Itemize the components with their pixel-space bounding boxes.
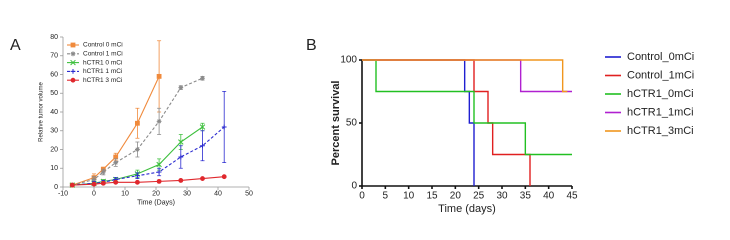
marker [69, 182, 75, 188]
y-tick-label: 20 [50, 146, 58, 153]
marker [70, 77, 76, 83]
marker [113, 179, 119, 185]
marker [113, 160, 119, 166]
y-tick-label: 60 [50, 71, 58, 78]
y-tick-label: 30 [50, 128, 58, 135]
marker [178, 139, 184, 145]
x-tick-label: 20 [152, 190, 160, 197]
x-axis-label: Time (days) [438, 203, 496, 215]
legend-label: hCTR1_0mCi [627, 88, 694, 100]
survival-curve [362, 59, 572, 156]
y-tick-label: 0 [351, 181, 357, 192]
panel-label: A [10, 37, 21, 54]
marker [70, 69, 76, 74]
marker [200, 75, 205, 81]
y-tick-label: 40 [50, 109, 58, 116]
marker [135, 147, 140, 152]
survival-curve [362, 59, 475, 186]
y-tick-label: 0 [54, 184, 58, 191]
x-tick-label: 5 [383, 191, 389, 202]
legend-label: Control 0 mCi [83, 42, 123, 49]
x-tick-label: 25 [473, 191, 485, 202]
marker [221, 174, 227, 180]
marker [200, 143, 205, 149]
x-tick-label: 0 [92, 190, 96, 197]
legend-label: hCTR1 0 mCi [83, 59, 122, 66]
y-axis-label: Relative tumor volume [39, 81, 45, 141]
survival-curve [362, 59, 568, 93]
x-tick-label: 15 [426, 191, 438, 202]
x-axis-label: Time (Days) [137, 199, 175, 206]
marker [70, 42, 76, 48]
marker [70, 59, 76, 66]
y-tick-label: 10 [50, 165, 58, 172]
x-tick-label: 45 [566, 191, 578, 202]
marker [156, 169, 162, 175]
marker [156, 73, 162, 79]
legend-label: hCTR1_3mCi [627, 125, 694, 137]
marker [156, 178, 162, 184]
x-tick-label: 0 [359, 191, 365, 202]
x-tick-label: 40 [543, 191, 555, 202]
legend-label: Control_0mCi [627, 51, 694, 63]
series-line [72, 77, 203, 186]
marker [178, 154, 184, 160]
marker [156, 118, 162, 124]
legend-label: Control_1mCi [627, 69, 694, 81]
marker [135, 179, 140, 185]
marker [100, 169, 106, 175]
x-tick-label: 35 [520, 191, 532, 202]
marker [221, 124, 227, 130]
y-tick-label: 50 [50, 90, 58, 97]
panel: B 0 5 10 15 20 25 30 35 40 45 0 50 100 Time (days) Perc… [306, 37, 694, 215]
marker [199, 124, 206, 130]
legend-label: hCTR1 1 mCi [83, 68, 122, 75]
marker [200, 176, 205, 181]
x-tick-label: 10 [403, 191, 415, 202]
panel-label: B [306, 37, 317, 54]
legend-label: hCTR1_1mCi [627, 106, 694, 118]
marker [178, 178, 184, 183]
series-line [72, 76, 160, 186]
x-tick-label: -10 [58, 190, 68, 197]
x-tick-label: 10 [121, 190, 129, 197]
x-tick-label: 30 [496, 191, 508, 202]
marker [91, 177, 97, 182]
x-tick-label: 40 [214, 190, 222, 197]
y-tick-label: 100 [340, 55, 357, 66]
marker [156, 161, 162, 168]
legend-label: Control 1 mCi [83, 51, 123, 58]
legend-label: hCTR1 3 mCi [83, 77, 122, 84]
marker [113, 154, 119, 160]
y-tick-label: 50 [346, 118, 358, 129]
y-axis-label: Percent survival [330, 81, 342, 166]
y-tick-label: 80 [50, 34, 58, 41]
marker [100, 180, 106, 186]
x-tick-label: 30 [183, 190, 191, 197]
x-tick-label: 20 [450, 191, 462, 202]
marker [178, 85, 184, 91]
x-tick-label: 50 [245, 190, 253, 197]
marker [135, 173, 140, 179]
y-tick-label: 70 [50, 53, 58, 60]
marker [91, 181, 97, 187]
survival-curve [362, 59, 572, 93]
marker [70, 51, 76, 57]
marker [135, 120, 140, 126]
